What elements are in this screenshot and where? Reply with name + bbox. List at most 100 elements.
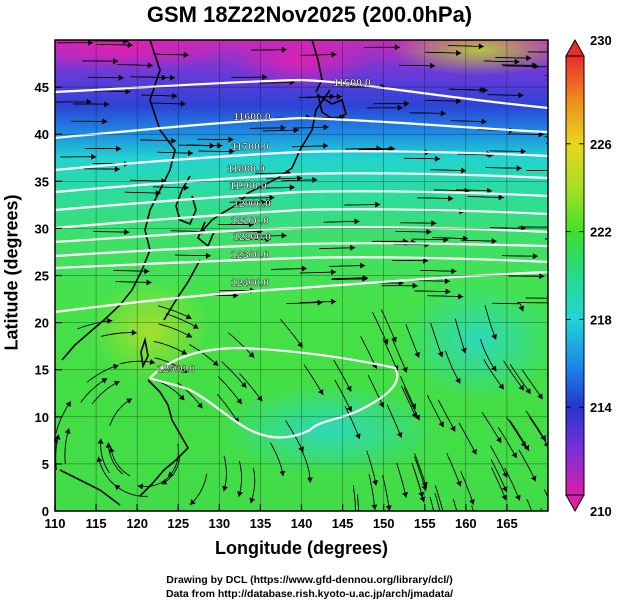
streamline-arrow bbox=[540, 434, 546, 441]
coastline-hokkaido bbox=[316, 93, 347, 121]
streamline-arrow bbox=[281, 46, 287, 53]
streamline-arrow bbox=[557, 64, 562, 70]
streamline-arrow bbox=[233, 292, 239, 299]
streamline-arrow bbox=[323, 142, 329, 149]
x-tick-label: 165 bbox=[496, 516, 518, 531]
streamline bbox=[392, 339, 408, 373]
streamline-arrow bbox=[444, 278, 450, 285]
coastline-japan-honshu bbox=[202, 89, 331, 231]
streamline-arrow bbox=[491, 333, 497, 340]
streamline-arrow bbox=[236, 398, 242, 404]
streamline bbox=[161, 455, 181, 485]
colorbar-tick-label: 226 bbox=[590, 137, 612, 152]
streamline bbox=[490, 445, 508, 478]
streamline bbox=[280, 319, 303, 348]
streamline-arrow bbox=[414, 414, 420, 421]
y-tick-label: 35 bbox=[35, 174, 49, 189]
streamline-arrow bbox=[228, 136, 234, 143]
contour-label: 12200.0 bbox=[233, 231, 271, 243]
streamline bbox=[165, 313, 199, 329]
streamline-arrow bbox=[440, 523, 446, 529]
streamline bbox=[540, 508, 543, 511]
contour-label: 12000.0 bbox=[233, 198, 271, 210]
streamline-arrow bbox=[402, 492, 408, 498]
streamline-arrow bbox=[548, 300, 553, 306]
streamline-arrow bbox=[131, 329, 137, 336]
streamline-arrow bbox=[375, 201, 381, 208]
streamline-arrow bbox=[116, 145, 122, 152]
streamline bbox=[399, 64, 436, 67]
colorbar-bottom-arrow bbox=[565, 494, 585, 513]
streamline bbox=[87, 76, 124, 79]
streamline bbox=[501, 255, 538, 257]
streamline-arrow bbox=[412, 282, 418, 289]
streamline bbox=[413, 467, 425, 503]
streamline-arrow bbox=[530, 475, 537, 482]
streamline-arrow bbox=[329, 93, 335, 100]
streamline-arrow bbox=[170, 74, 176, 81]
streamline-arrow bbox=[523, 444, 529, 451]
streamline-arrow bbox=[532, 253, 538, 260]
streamline bbox=[87, 364, 119, 383]
colorbar-top-arrow bbox=[565, 38, 585, 57]
streamline bbox=[426, 394, 444, 428]
streamline bbox=[141, 94, 178, 97]
contour-label: 12400.0 bbox=[231, 277, 269, 289]
colorbar-tick-label: 218 bbox=[590, 312, 612, 327]
streamline-arrow bbox=[478, 43, 484, 50]
streamline bbox=[113, 269, 150, 272]
streamline bbox=[485, 166, 522, 169]
streamline-arrow bbox=[293, 127, 299, 134]
streamline-arrow bbox=[515, 494, 521, 501]
streamline-arrow bbox=[88, 40, 94, 46]
streamline bbox=[456, 189, 493, 192]
streamline bbox=[300, 448, 311, 483]
streamline-arrow bbox=[445, 288, 451, 295]
streamline-arrow bbox=[91, 153, 97, 160]
streamline bbox=[223, 455, 227, 492]
streamline bbox=[452, 498, 458, 511]
streamline bbox=[414, 290, 451, 293]
streamline bbox=[298, 95, 335, 98]
coastlines bbox=[59, 40, 347, 506]
streamline bbox=[501, 64, 538, 66]
y-tick-label: 20 bbox=[35, 316, 49, 331]
streamline-arrow bbox=[385, 505, 392, 511]
streamline-arrow bbox=[249, 221, 254, 228]
streamline-arrow bbox=[498, 194, 504, 201]
streamline-arrow bbox=[281, 232, 287, 239]
streamline-arrow bbox=[354, 218, 360, 225]
streamline-arrow bbox=[376, 145, 382, 152]
streamline bbox=[451, 88, 488, 91]
streamline-arrow bbox=[178, 394, 185, 401]
streamline bbox=[189, 344, 219, 367]
streamline bbox=[396, 462, 407, 498]
streamline-arrow bbox=[518, 384, 524, 391]
x-tick-label: 120 bbox=[126, 516, 148, 531]
streamline-arrow bbox=[396, 432, 403, 438]
streamline bbox=[399, 376, 416, 410]
streamline bbox=[258, 81, 295, 84]
streamline-arrow bbox=[336, 93, 342, 100]
coastline-taiwan bbox=[140, 336, 149, 369]
streamline bbox=[239, 373, 263, 402]
streamline-arrow bbox=[269, 194, 275, 201]
y-tick-label: 0 bbox=[42, 504, 49, 519]
streamline-arrow bbox=[237, 491, 243, 497]
contour-label: 11800.0 bbox=[227, 163, 265, 175]
streamline bbox=[490, 459, 508, 493]
streamline-arrow bbox=[371, 504, 378, 510]
streamline-arrow bbox=[197, 402, 203, 409]
coastline-sakhalin bbox=[311, 40, 323, 93]
streamline bbox=[495, 57, 532, 59]
streamline-arrow bbox=[496, 437, 502, 443]
streamline bbox=[124, 191, 161, 194]
streamline-arrow bbox=[331, 51, 337, 58]
streamline-arrow bbox=[502, 471, 508, 478]
y-tick-label: 40 bbox=[35, 127, 49, 142]
contour-label: 12500.0 bbox=[157, 363, 195, 375]
x-tick-label: 135 bbox=[250, 516, 272, 531]
streamline bbox=[509, 420, 530, 451]
streamline-arrow bbox=[331, 298, 337, 305]
streamline bbox=[323, 220, 360, 223]
